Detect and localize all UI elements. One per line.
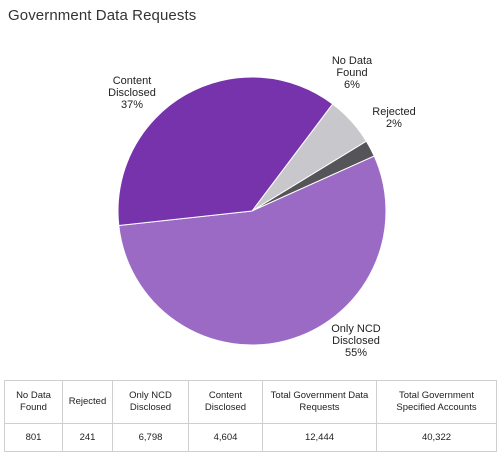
header-no-data-found: No Data Found (4, 380, 63, 424)
slice-label-2: Only NCD Disclosed 55% (331, 323, 381, 359)
slice-label-3: Content Disclosed 37% (108, 75, 156, 111)
value-total-government-specified-accounts: 40,322 (376, 423, 497, 452)
header-content-disclosed: Content Disclosed (188, 380, 263, 424)
table-row: 801 241 6,798 4,604 12,444 40,322 (4, 423, 497, 452)
header-total-government-specified-accounts: Total Government Specified Accounts (376, 380, 497, 424)
value-rejected: 241 (62, 423, 113, 452)
slice-label-1: Rejected 2% (372, 106, 415, 130)
page-title: Government Data Requests (8, 7, 197, 24)
value-total-government-data-requests: 12,444 (262, 423, 377, 452)
value-content-disclosed: 4,604 (188, 423, 263, 452)
table-header-row: No Data Found Rejected Only NCD Disclose… (4, 380, 497, 424)
header-rejected: Rejected (62, 380, 113, 424)
value-only-ncd-disclosed: 6,798 (112, 423, 189, 452)
header-total-government-data-requests: Total Government Data Requests (262, 380, 377, 424)
header-only-ncd-disclosed: Only NCD Disclosed (112, 380, 189, 424)
value-no-data-found: 801 (4, 423, 63, 452)
slice-label-0: No Data Found 6% (332, 55, 373, 91)
pie-slice-3 (117, 76, 334, 227)
pie-chart: No Data Found 6% Rejected 2% Only NCD Disclose… (108, 55, 416, 359)
summary-table: No Data Found Rejected Only NCD Disclose… (4, 380, 497, 452)
pie-slice-2 (118, 155, 387, 346)
